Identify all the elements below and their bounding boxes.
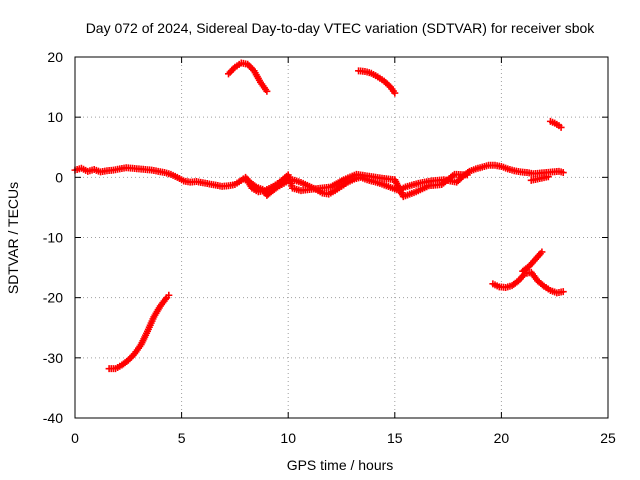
chart-title: Day 072 of 2024, Sidereal Day-to-day VTE… [86, 20, 596, 36]
data-point [463, 171, 471, 179]
series-evening-rise [519, 248, 546, 275]
series-midday-arc [355, 67, 399, 97]
data-points [71, 59, 567, 373]
y-tick-label: -10 [43, 230, 63, 246]
x-tick-label: 25 [600, 430, 616, 446]
data-point [538, 248, 546, 256]
series-late-arc [546, 117, 565, 131]
x-tick-labels: 0 5 10 15 20 25 [71, 430, 616, 446]
x-tick-label: 20 [494, 430, 510, 446]
y-tick-label: 20 [47, 49, 63, 65]
series-early-descent [105, 291, 173, 373]
data-point [559, 169, 567, 177]
axis-ticks [74, 56, 609, 419]
y-tick-label: -30 [43, 350, 63, 366]
data-point [559, 288, 567, 296]
y-tick-label: 0 [55, 169, 63, 185]
x-tick-label: 0 [71, 430, 79, 446]
plot-frame [74, 56, 609, 419]
y-tick-label: 10 [47, 109, 63, 125]
data-point [544, 173, 552, 181]
data-point [557, 123, 565, 131]
x-tick-label: 15 [387, 430, 403, 446]
series-morning-arc [225, 59, 271, 95]
x-tick-label: 5 [178, 430, 186, 446]
y-tick-labels: -40 -30 -20 -10 0 10 20 [43, 49, 63, 426]
data-point [165, 291, 173, 299]
grid [75, 57, 608, 418]
data-point [391, 89, 399, 97]
x-axis-title: GPS time / hours [287, 457, 394, 473]
y-tick-label: -20 [43, 290, 63, 306]
data-point [263, 87, 271, 95]
series-main-band [71, 161, 567, 201]
y-tick-label: -40 [43, 410, 63, 426]
series-evening-dip [489, 268, 567, 297]
y-axis-title: SDTVAR / TECUs [5, 182, 21, 294]
x-tick-label: 10 [280, 430, 296, 446]
